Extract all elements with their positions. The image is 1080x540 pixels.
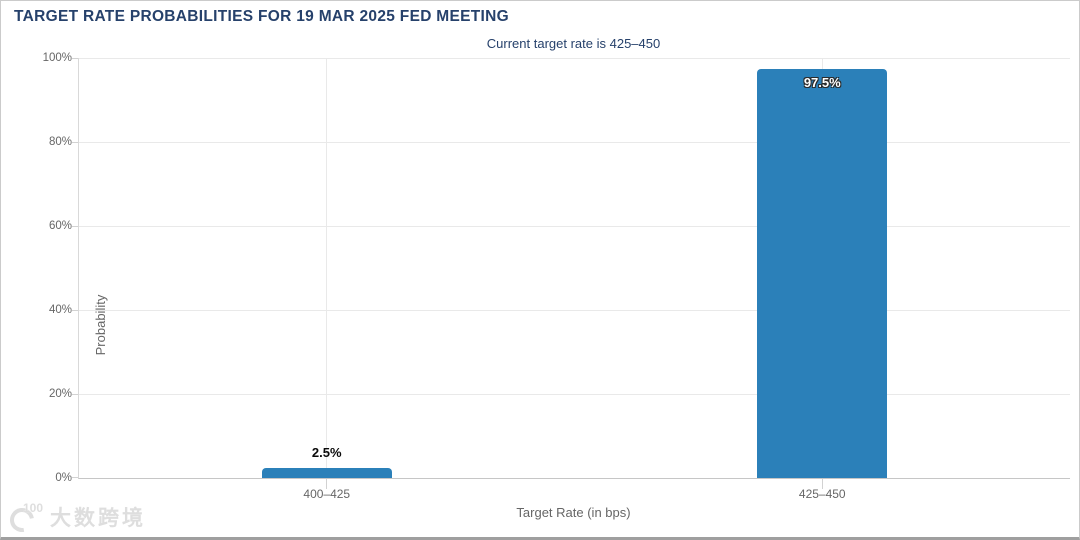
- y-tick-mark: [72, 310, 78, 311]
- y-tick-mark: [72, 58, 78, 59]
- y-tick-label: 20%: [48, 388, 72, 400]
- x-category-label: 425–450: [798, 487, 846, 501]
- y-tick-mark: [72, 142, 78, 143]
- y-tick-label: 60%: [48, 220, 72, 232]
- watermark-logo-icon: 100: [5, 501, 43, 537]
- x-tick-mark: [821, 479, 823, 489]
- y-axis-title: Probability: [93, 294, 108, 356]
- y-tick-label: 40%: [48, 304, 72, 316]
- y-tick-label: 80%: [48, 136, 72, 148]
- gridline-horizontal: [79, 225, 1070, 227]
- page-title: TARGET RATE PROBABILITIES FOR 19 MAR 202…: [14, 8, 510, 25]
- gridline-horizontal: [79, 57, 1070, 59]
- y-tick-mark: [72, 226, 78, 227]
- y-tick-label: 0%: [55, 472, 72, 484]
- bar-425–450[interactable]: [757, 68, 888, 478]
- x-tick-mark: [326, 479, 328, 489]
- plot-area: Probability 0% 20% 40% 60% 80% 100% 2.5% 400–42…: [43, 52, 1070, 501]
- x-category-label: 400–425: [303, 487, 351, 501]
- gridline-horizontal: [79, 309, 1070, 311]
- chart-subtitle: Current target rate is 425–450: [486, 36, 661, 51]
- y-tick-mark: [72, 477, 78, 478]
- x-axis-title: Target Rate (in bps): [516, 505, 631, 520]
- bar-value-label: 97.5%: [803, 74, 841, 90]
- gridline-horizontal: [79, 393, 1070, 395]
- y-tick-label: 100%: [42, 52, 72, 64]
- gridline-vertical: [326, 58, 328, 478]
- bar-value-label: 2.5%: [311, 444, 342, 460]
- gridline-horizontal: [79, 141, 1070, 143]
- watermark: 100 大数跨境: [5, 501, 146, 537]
- watermark-logo-superscript: 100: [22, 501, 43, 515]
- watermark-text: 大数跨境: [50, 507, 146, 530]
- y-tick-mark: [72, 394, 78, 395]
- bar-400–425[interactable]: [261, 467, 392, 478]
